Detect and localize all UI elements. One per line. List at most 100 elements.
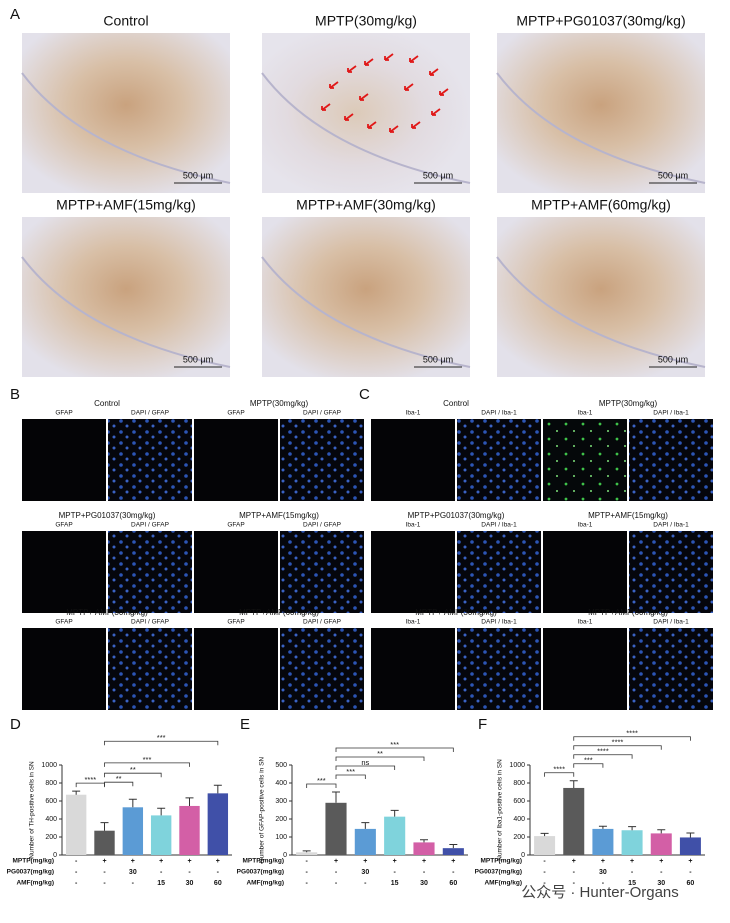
condition-value: - (75, 858, 78, 865)
condition-name: AMF(mg/kg) (246, 880, 284, 887)
condition-value: + (393, 858, 397, 865)
error-bar (657, 829, 666, 834)
y-tick-label: 1000 (41, 762, 57, 769)
condition-value: + (102, 858, 106, 865)
group-title: MPTP+AMF(15mg/kg) (588, 511, 668, 520)
condition-value: + (422, 858, 426, 865)
group-title: MPTP+ AMF(30mg/kg) (66, 608, 148, 617)
merge-label: DAPI / Iba-1 (481, 522, 517, 529)
channel-label: Iba-1 (406, 522, 421, 529)
tissue-edge (496, 256, 706, 368)
significance-label: **** (626, 729, 638, 738)
group-title: MPTP+PG01037(30mg/kg) (59, 511, 156, 520)
significance-label: ns (361, 758, 369, 767)
condition-value: + (131, 858, 135, 865)
condition-value: - (602, 880, 605, 887)
fluorescence-merge (280, 628, 364, 710)
group-title: MPTP+PG01037(30mg/kg) (408, 511, 505, 520)
tissue-edge (261, 72, 471, 184)
significance-label: ** (116, 774, 122, 783)
fluorescence-image (371, 628, 455, 710)
condition-name: PG0037(mg/kg) (475, 869, 522, 876)
image-title: MPTP+AMF(30mg/kg) (296, 197, 436, 213)
condition-name: MPTP(mg/kg) (12, 858, 54, 865)
fluorescence-image (22, 419, 106, 501)
condition-value: - (103, 880, 106, 887)
image-title: MPTP+PG01037(30mg/kg) (516, 13, 685, 29)
condition-value: + (334, 858, 338, 865)
arrow (389, 125, 399, 133)
scale-bar-label: 500 μm (658, 354, 688, 364)
significance-bracket (335, 774, 366, 779)
bar (94, 830, 115, 855)
significance-label: *** (346, 767, 355, 776)
condition-value: - (305, 880, 308, 887)
fluorescence-merge (108, 531, 192, 613)
group-title: MPTP+ AMF(30mg/kg) (415, 608, 497, 617)
y-tick-label: 100 (275, 834, 287, 841)
micrograph (497, 33, 705, 193)
bar (592, 828, 614, 855)
image-title: Control (103, 13, 148, 29)
significance-bracket (573, 736, 691, 741)
significance-label: *** (157, 733, 166, 742)
scale-bar-label: 500 μm (423, 354, 453, 364)
tissue-edge (496, 72, 706, 184)
y-tick-label: 600 (45, 798, 57, 805)
error-bar (157, 807, 166, 816)
condition-value: - (188, 869, 191, 876)
y-tick-label: 800 (513, 780, 525, 787)
arrow (431, 108, 441, 116)
condition-name: MPTP(mg/kg) (242, 858, 284, 865)
y-tick-label: 400 (45, 816, 57, 823)
condition-value: + (630, 858, 634, 865)
significance-bracket (335, 765, 396, 770)
arrow (347, 65, 357, 73)
y-tick-label: 0 (283, 852, 287, 859)
channel-label: GFAP (55, 522, 72, 529)
significance-label: ** (130, 765, 136, 774)
condition-name: PG0037(mg/kg) (7, 869, 54, 876)
arrow (367, 121, 377, 129)
group-title: MPTP+AMF(15mg/kg) (239, 511, 319, 520)
group-title: MPTP+AMF(60mg/kg) (588, 608, 668, 617)
arrow (429, 68, 439, 76)
bar (442, 848, 464, 855)
micrograph (262, 33, 470, 193)
group-title: Control (94, 399, 120, 408)
channel-label: Iba-1 (578, 522, 593, 529)
channel-label: GFAP (227, 522, 244, 529)
fluorescence-merge (629, 531, 713, 613)
bar (122, 807, 144, 855)
y-axis-label: Number of Iba1-positive cells in SN (497, 759, 504, 861)
significance-bracket (335, 756, 425, 761)
merge-label: DAPI / Iba-1 (653, 619, 689, 626)
condition-value: - (335, 880, 338, 887)
channel-label: GFAP (227, 619, 244, 626)
channel-label: Iba-1 (406, 619, 421, 626)
condition-value: 30 (129, 869, 137, 876)
significance-label: **** (597, 747, 609, 756)
condition-value: 60 (687, 880, 695, 887)
micrograph (262, 217, 470, 377)
panel-letter: B (10, 386, 20, 403)
channel-label: Iba-1 (578, 619, 593, 626)
y-tick-label: 0 (53, 852, 57, 859)
significance-bracket (104, 762, 190, 767)
condition-value: 30 (361, 869, 369, 876)
panel-letter: C (359, 386, 370, 403)
arrow (329, 81, 339, 89)
error-bar (361, 822, 370, 829)
y-axis-label: Number of GFAP-positive cells in SN (259, 757, 266, 864)
condition-value: 30 (657, 880, 665, 887)
bar (354, 828, 376, 855)
significance-label: *** (390, 740, 399, 749)
significance-label: *** (143, 755, 152, 764)
significance-label: *** (584, 756, 593, 765)
fluorescence-merge (280, 531, 364, 613)
condition-value: 30 (420, 880, 428, 887)
condition-name: AMF(mg/kg) (16, 880, 54, 887)
significance-bracket (104, 740, 219, 746)
condition-value: - (543, 869, 546, 876)
condition-value: - (631, 869, 634, 876)
